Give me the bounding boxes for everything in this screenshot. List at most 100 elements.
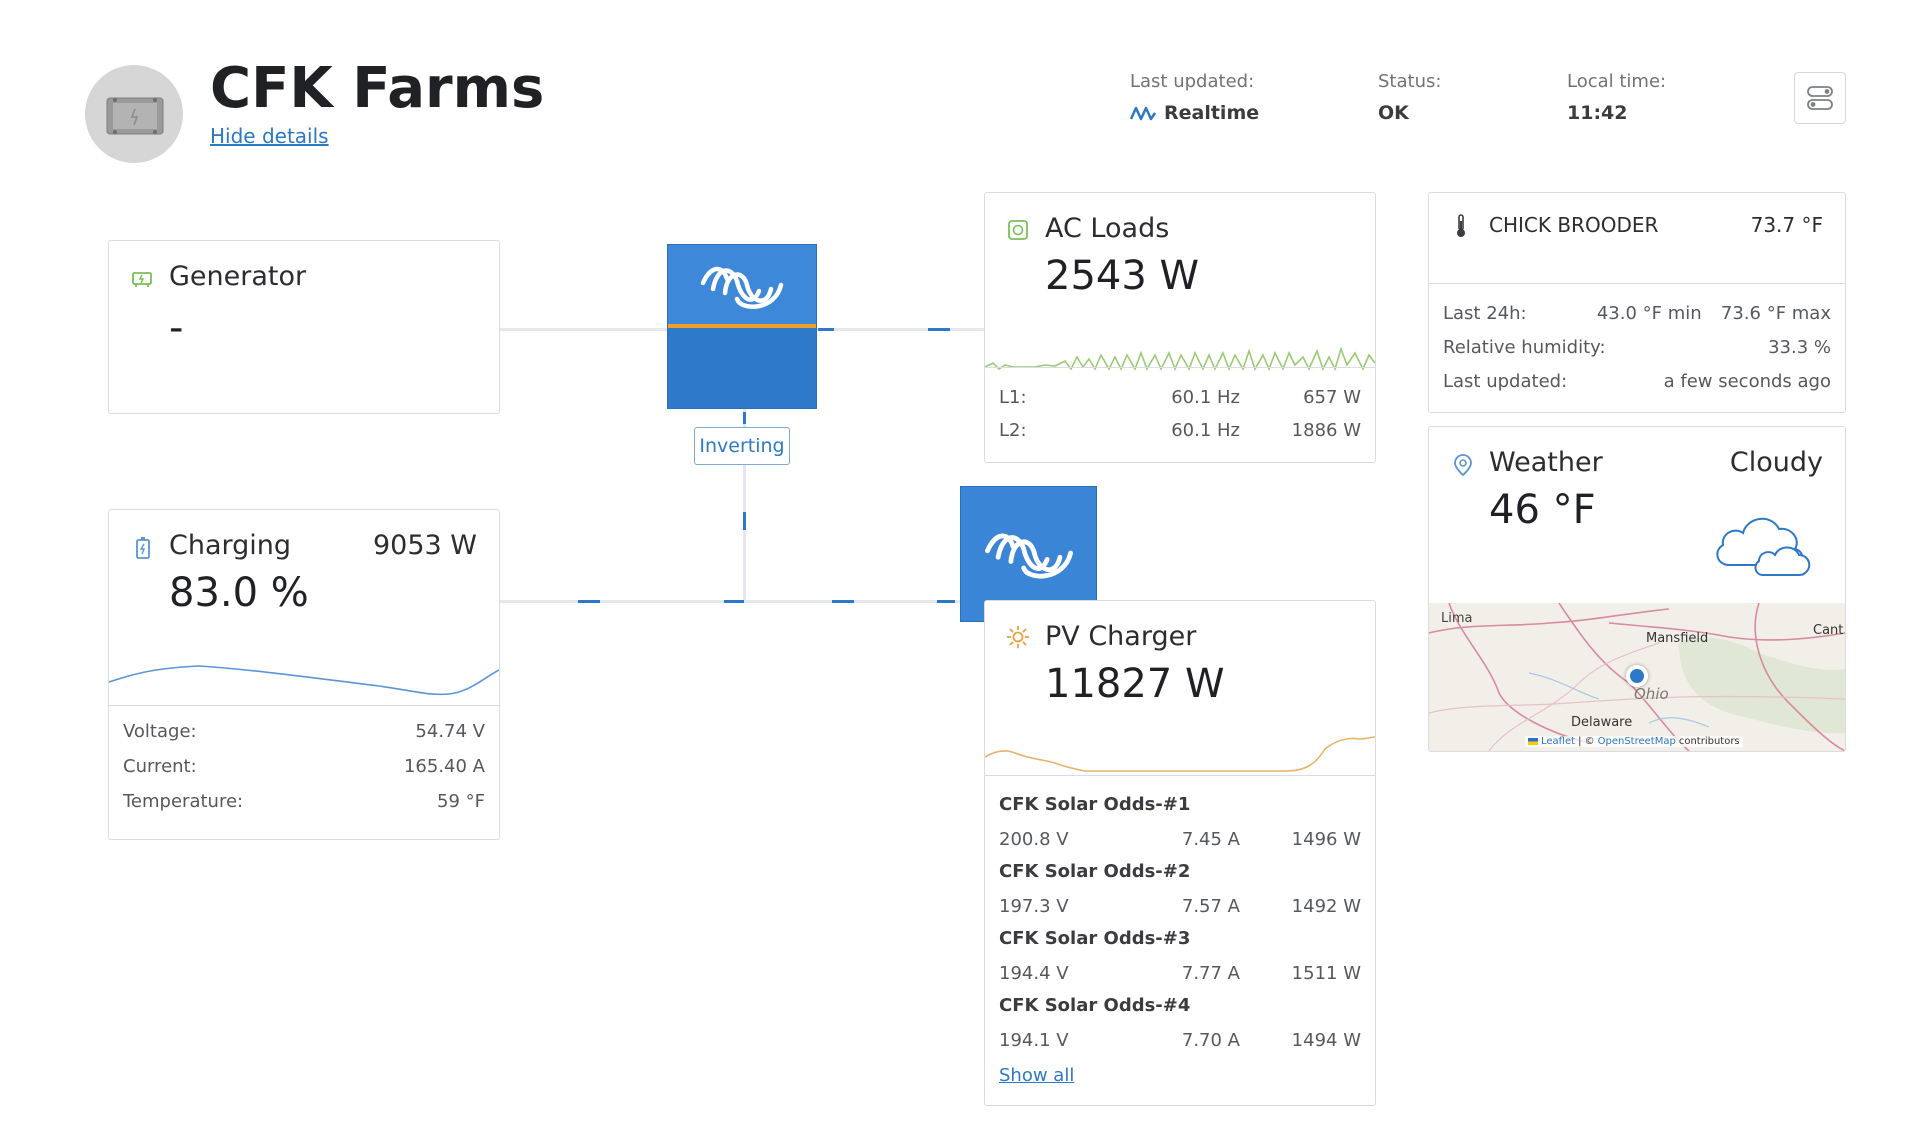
status-value: OK [1378, 102, 1409, 124]
charger-power: 1496 W [1291, 829, 1361, 850]
inverter-state-label: Inverting [699, 435, 785, 457]
inverter-top-half [668, 245, 816, 326]
generator-card[interactable]: Generator - [108, 240, 500, 414]
weather-temperature: 46 °F [1489, 487, 1596, 533]
last-updated-label: Last updated: [1130, 71, 1255, 92]
humidity-value: 33.3 % [1768, 337, 1831, 358]
sensor-min: 43.0 °F min [1596, 303, 1702, 324]
battery-power: 9053 W [373, 530, 477, 561]
map-label-delaware: Delaware [1571, 715, 1633, 730]
ac-loads-value: 2543 W [1045, 253, 1200, 299]
weather-card[interactable]: Weather Cloudy 46 °F Lima Mansfield Ohio… [1428, 426, 1846, 752]
attribution-separator: | © [1578, 736, 1595, 747]
site-title: CFK Farms [210, 56, 545, 121]
charger-name: CFK Solar Odds-#3 [999, 928, 1191, 949]
temperature-sensor-card[interactable]: CHICK BROODER 73.7 °F Last 24h: 43.0 °F … [1428, 192, 1846, 413]
charger-name: CFK Solar Odds-#4 [999, 995, 1191, 1016]
charger-row: 194.4 V 7.77 A 1511 W [999, 963, 1361, 984]
charger-row: 194.1 V 7.70 A 1494 W [999, 1030, 1361, 1051]
charger-voltage: 197.3 V [999, 896, 1069, 917]
battery-row-value: 59 °F [437, 791, 485, 812]
generator-value: - [169, 305, 184, 351]
solar-charger-block[interactable] [960, 486, 1097, 622]
phase-power: 1886 W [1291, 420, 1361, 441]
map-label-ohio: Ohio [1634, 685, 1669, 703]
battery-row-label: Temperature: [123, 791, 244, 812]
battery-title: Charging [169, 530, 292, 561]
map-label-lima: Lima [1441, 611, 1473, 626]
map-background [1429, 603, 1845, 751]
phase-label: L2: [999, 420, 1027, 441]
phase-label: L1: [999, 387, 1027, 408]
updated-value: a few seconds ago [1663, 371, 1831, 392]
generator-title: Generator [169, 261, 307, 292]
weather-map[interactable]: Lima Mansfield Ohio Delaware Cant Leafle… [1429, 603, 1845, 751]
thermometer-icon [1457, 214, 1465, 237]
charger-power: 1511 W [1291, 963, 1361, 984]
site-avatar [85, 65, 183, 163]
battery-card[interactable]: Charging 9053 W 83.0 % Voltage: 54.74 V … [108, 509, 500, 840]
ac-phase-row: L2: 60.1 Hz 1886 W [999, 420, 1361, 441]
hide-details-link[interactable]: Hide details [210, 124, 329, 148]
sensor-divider [1429, 283, 1845, 284]
weather-title: Weather [1489, 447, 1603, 478]
inverter-status-bar [668, 324, 816, 328]
humidity-label: Relative humidity: [1443, 337, 1606, 358]
ac-loads-card[interactable]: AC Loads 2543 W L1: 60.1 Hz 657 W L2: 60… [984, 192, 1376, 463]
ukraine-flag-icon [1528, 738, 1538, 745]
status-label: Status: [1378, 71, 1442, 92]
menu-toggle-button[interactable] [1794, 72, 1846, 124]
updated-label: Last updated: [1443, 371, 1568, 392]
outlet-icon [1008, 220, 1028, 240]
ac-loads-title: AC Loads [1045, 213, 1170, 244]
show-all-link[interactable]: Show all [999, 1065, 1075, 1086]
leaflet-link[interactable]: Leaflet [1541, 736, 1576, 747]
victron-logo-icon [700, 266, 784, 309]
realtime-wave-icon [1130, 106, 1156, 121]
ac-phase-row: L1: 60.1 Hz 657 W [999, 387, 1361, 408]
local-time-value: 11:42 [1567, 102, 1628, 124]
sensor-range-label: Last 24h: [1443, 303, 1527, 324]
pv-sparkline [985, 736, 1375, 772]
battery-row-value: 54.74 V [415, 721, 485, 742]
local-time-label: Local time: [1567, 71, 1667, 92]
pv-charger-title: PV Charger [1045, 621, 1197, 652]
sun-icon [1006, 625, 1030, 649]
sensor-value: 73.7 °F [1750, 213, 1823, 237]
charger-power: 1494 W [1291, 1030, 1361, 1051]
charger-current: 7.45 A [1181, 829, 1240, 850]
map-location-marker [1626, 665, 1648, 687]
realtime-label: Realtime [1164, 102, 1260, 124]
battery-row: Temperature: 59 °F [123, 791, 485, 812]
charger-voltage: 200.8 V [999, 829, 1069, 850]
map-attribution: Leaflet | © OpenStreetMap contributors [1525, 736, 1743, 747]
pv-charger-value: 11827 W [1045, 661, 1225, 707]
phase-power: 657 W [1303, 387, 1361, 408]
phase-frequency: 60.1 Hz [1171, 387, 1240, 408]
inverter-state-badge: Inverting [694, 427, 790, 465]
pv-charger-card[interactable]: PV Charger 11827 W CFK Solar Odds-#1 200… [984, 600, 1376, 1106]
battery-sparkline [109, 665, 499, 696]
location-pin-icon [1454, 454, 1472, 477]
sensor-updated-row: Last updated: a few seconds ago [1443, 371, 1831, 392]
weather-condition: Cloudy [1729, 447, 1823, 478]
ac-loads-sparkline [985, 346, 1375, 372]
device-icon [106, 97, 164, 135]
toggle-menu-icon [1807, 86, 1833, 110]
pv-divider [985, 775, 1375, 776]
battery-divider [109, 705, 499, 706]
charger-current: 7.57 A [1181, 896, 1240, 917]
attribution-contributors: contributors [1678, 736, 1740, 747]
sensor-humidity-row: Relative humidity: 33.3 % [1443, 337, 1831, 358]
generator-icon [132, 272, 152, 287]
charger-row: 197.3 V 7.57 A 1492 W [999, 896, 1361, 917]
charger-current: 7.77 A [1181, 963, 1240, 984]
inverter-block[interactable] [667, 244, 817, 409]
battery-row: Voltage: 54.74 V [123, 721, 485, 742]
osm-link[interactable]: OpenStreetMap [1597, 736, 1676, 747]
charger-power: 1492 W [1291, 896, 1361, 917]
battery-icon [136, 537, 150, 559]
charger-row: 200.8 V 7.45 A 1496 W [999, 829, 1361, 850]
battery-row-label: Voltage: [123, 721, 197, 742]
charger-name: CFK Solar Odds-#2 [999, 861, 1191, 882]
